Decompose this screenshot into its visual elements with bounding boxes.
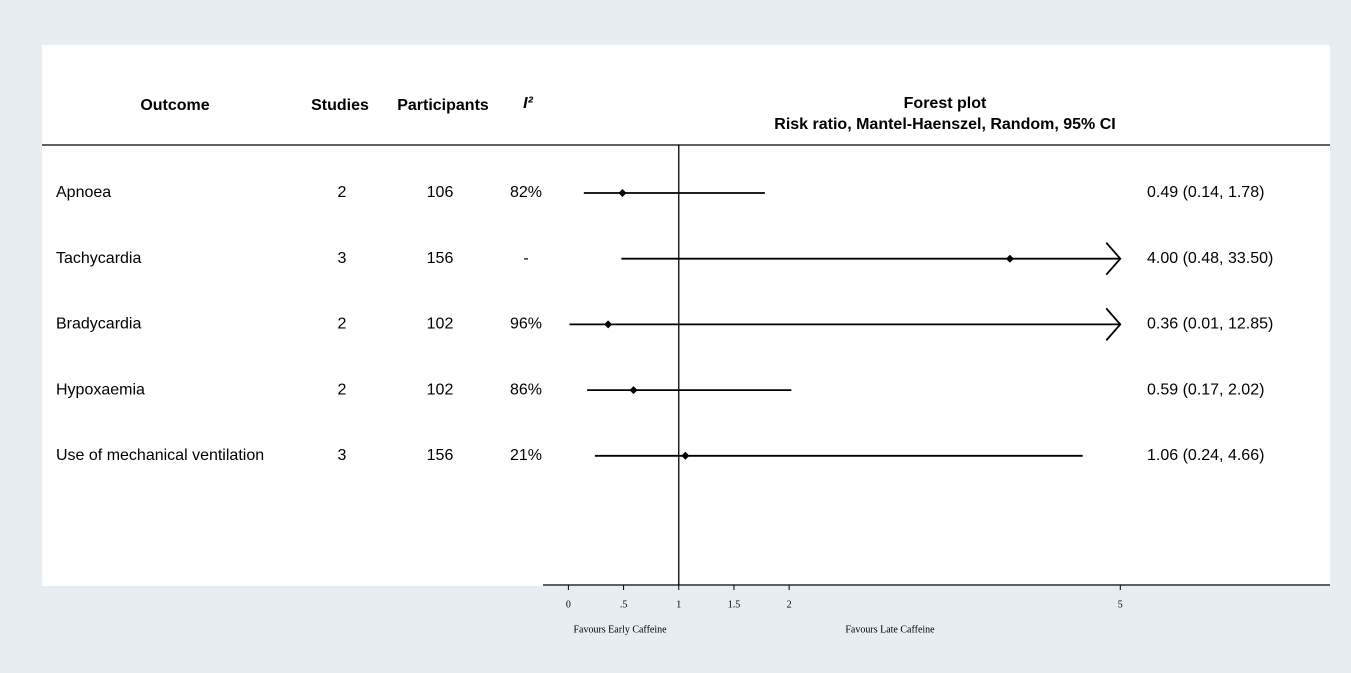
ci-arrow [1105, 307, 1122, 341]
value-label: 0.49 (0.14, 1.78) [1147, 184, 1264, 201]
x-tick-label: 1 [676, 599, 681, 610]
value-label: 0.59 (0.17, 2.02) [1147, 381, 1264, 398]
point-estimate [604, 320, 613, 329]
ci-arrow [1105, 242, 1122, 276]
point-estimate [1005, 254, 1014, 263]
x-tick-label: 2 [787, 599, 792, 610]
i2-value: - [523, 250, 528, 267]
participants-value: 156 [427, 447, 454, 464]
column-header: Participants [397, 97, 489, 114]
i2-value: 96% [510, 316, 542, 333]
outcome-label: Apnoea [56, 184, 111, 201]
studies-value: 2 [338, 184, 347, 201]
outcome-label: Tachycardia [56, 250, 141, 267]
i2-value: 21% [510, 447, 542, 464]
value-label: 4.00 (0.48, 33.50) [1147, 250, 1273, 267]
studies-value: 2 [338, 316, 347, 333]
x-label: Favours Early Caffeine [573, 624, 667, 635]
panel [42, 45, 1330, 586]
value-label: 1.06 (0.24, 4.66) [1147, 447, 1264, 464]
point-estimate [681, 451, 690, 460]
participants-value: 106 [427, 184, 454, 201]
column-header: I² [523, 95, 533, 112]
column-header: Studies [311, 97, 369, 114]
x-tick-label: .5 [620, 599, 628, 610]
value-label: 0.36 (0.01, 12.85) [1147, 316, 1273, 333]
participants-value: 156 [427, 250, 454, 267]
outcome-label: Bradycardia [56, 316, 141, 333]
x-tick-label: 5 [1118, 599, 1123, 610]
chart-title: Forest plot [904, 95, 987, 112]
x-tick-label: 1.5 [728, 599, 741, 610]
participants-value: 102 [427, 381, 454, 398]
participants-value: 102 [427, 316, 454, 333]
point-estimate [618, 189, 627, 197]
x-tick-label: 0 [566, 599, 571, 610]
studies-value: 3 [338, 250, 347, 267]
i2-value: 82% [510, 184, 542, 201]
point-estimate [629, 386, 638, 395]
studies-value: 3 [338, 447, 347, 464]
column-header: Outcome [140, 97, 209, 114]
i2-value: 86% [510, 381, 542, 398]
chart-subtitle: Risk ratio, Mantel-Haenszel, Random, 95%… [774, 116, 1115, 133]
x-label: Favours Late Caffeine [845, 624, 935, 635]
outcome-label: Use of mechanical ventilation [56, 447, 264, 464]
studies-value: 2 [338, 381, 347, 398]
outcome-label: Hypoxaemia [56, 381, 145, 398]
